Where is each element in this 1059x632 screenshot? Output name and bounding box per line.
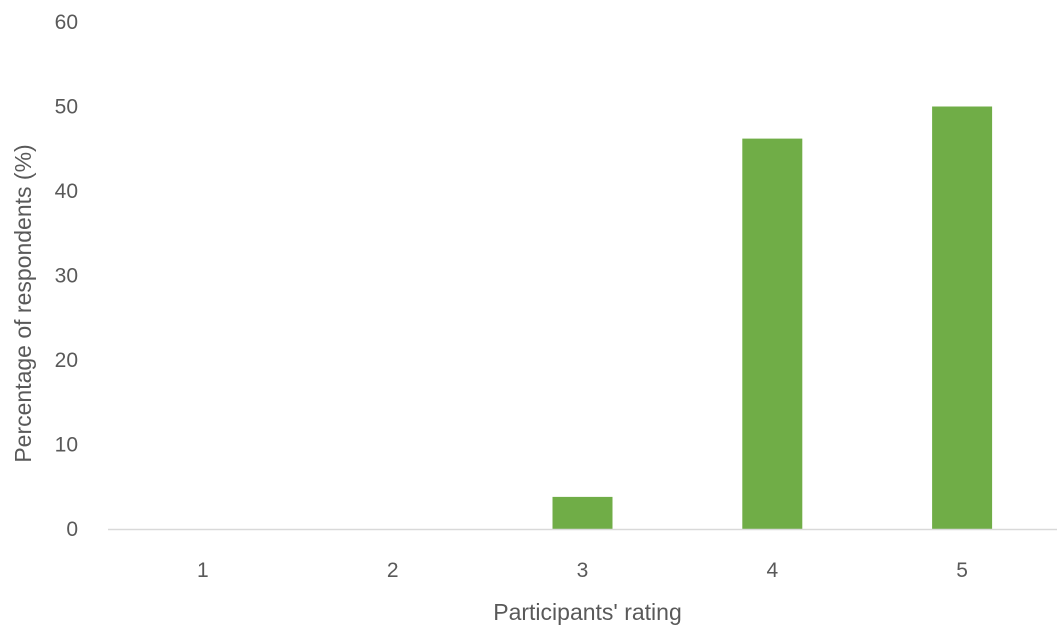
- y-axis-title: Percentage of respondents (%): [10, 144, 36, 462]
- x-axis-title: Participants' rating: [493, 599, 681, 625]
- x-axis-ticks: 1 2 3 4 5: [197, 559, 968, 582]
- y-tick-label: 10: [55, 434, 78, 457]
- x-tick-label: 3: [577, 559, 589, 582]
- y-tick-label: 30: [55, 265, 78, 288]
- x-tick-label: 2: [387, 559, 399, 582]
- bar-4: [742, 138, 803, 530]
- y-tick-label: 0: [66, 518, 78, 541]
- y-axis-ticks: 0 10 20 30 40 50 60: [55, 11, 78, 541]
- x-tick-label: 4: [766, 559, 778, 582]
- bars-group: [552, 106, 993, 530]
- x-tick-label: 1: [197, 559, 209, 582]
- y-tick-label: 20: [55, 349, 78, 372]
- x-tick-label: 5: [956, 559, 968, 582]
- y-tick-label: 60: [55, 11, 78, 34]
- y-tick-label: 50: [55, 96, 78, 119]
- bar-3: [552, 496, 613, 529]
- bar-5: [932, 106, 993, 529]
- y-tick-label: 40: [55, 180, 78, 203]
